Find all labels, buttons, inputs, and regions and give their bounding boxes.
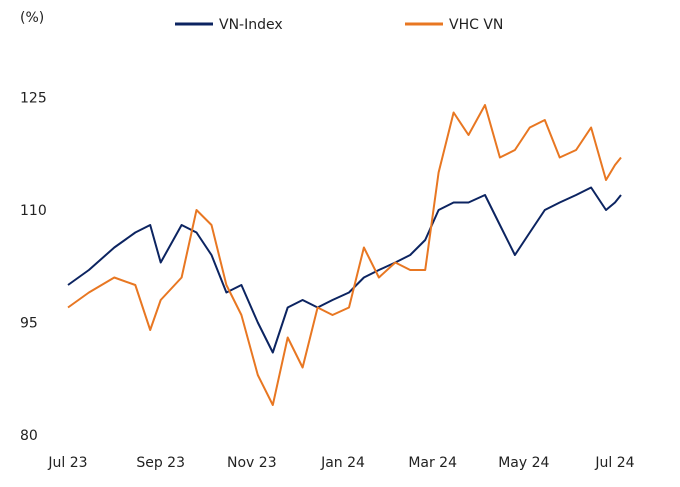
x-tick-label: Sep 23 <box>136 455 185 471</box>
y-tick-label: 125 <box>20 91 47 107</box>
x-tick-label: Mar 24 <box>408 455 457 471</box>
y-tick-label: 95 <box>20 316 38 332</box>
legend-label: VHC VN <box>449 17 503 33</box>
y-axis-ticks: 125 110 95 80 <box>20 91 47 445</box>
x-tick-label: May 24 <box>498 455 549 471</box>
y-tick-label: 110 <box>20 203 47 219</box>
series-line-vn-index <box>67 186 622 354</box>
x-axis-ticks: Jul 23 Sep 23 Nov 23 Jan 24 Mar 24 May 24 Jul … <box>47 455 634 471</box>
x-tick-label: Jul 24 <box>594 455 634 471</box>
legend: VN-Index VHC VN <box>175 17 503 33</box>
x-tick-label: Jul 23 <box>47 455 87 471</box>
legend-label: VN-Index <box>219 17 283 33</box>
series-line-vhc-vn <box>67 104 622 406</box>
y-tick-label: 80 <box>20 428 38 444</box>
x-tick-label: Jan 24 <box>320 455 365 471</box>
y-axis-label: (%) <box>20 10 44 26</box>
series-lines <box>67 104 622 406</box>
x-tick-label: Nov 23 <box>227 455 277 471</box>
